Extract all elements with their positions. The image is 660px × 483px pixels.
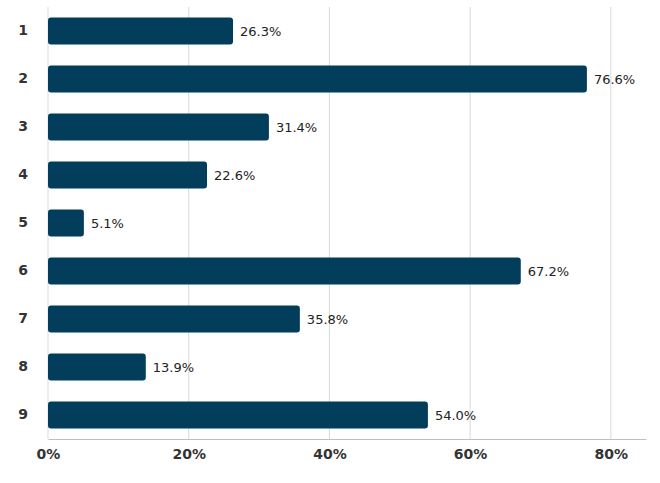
y-tick: 3 [18,118,48,134]
y-axis: 1 2 3 4 5 6 7 8 9 [18,22,48,422]
bar [48,210,84,237]
x-tick-label: 20% [172,446,206,462]
y-tick: 1 [18,22,48,38]
data-label: 54.0% [435,408,476,423]
x-tick-label: 80% [595,446,629,462]
x-tick: 20% [172,439,206,462]
bar [48,114,269,141]
bar [48,162,207,189]
y-tick-label: 1 [18,22,28,38]
data-label: 76.6% [594,72,635,87]
x-tick-label: 60% [454,446,488,462]
y-tick: 2 [18,70,48,86]
y-tick-label: 2 [18,70,28,86]
grid [48,7,611,439]
y-tick-label: 5 [18,214,28,230]
data-label: 67.2% [528,264,569,279]
y-tick-label: 6 [18,262,28,278]
y-tick: 7 [18,310,48,326]
y-tick-label: 8 [18,358,28,374]
bar [48,402,428,429]
x-tick: 0% [37,439,61,462]
data-label: 31.4% [276,120,317,135]
y-tick: 6 [18,262,48,278]
chart: 0% 20% 40% 60% 80% 1 2 3 4 5 6 7 8 9 26.3% 76.6% 31.4% 22… [0,0,660,483]
bars [48,18,587,429]
bar [48,18,233,45]
x-axis-line [49,439,647,440]
data-label: 5.1% [91,216,124,231]
bar [48,66,587,93]
x-tick: 40% [313,439,347,462]
y-tick: 5 [18,214,48,230]
data-label: 22.6% [214,168,255,183]
y-tick-label: 3 [18,118,28,134]
bar [48,306,300,333]
x-tick-label: 0% [37,446,61,462]
x-tick: 80% [595,439,629,462]
data-label: 35.8% [307,312,348,327]
y-tick: 9 [18,406,48,422]
data-label: 26.3% [240,24,281,39]
x-tick: 60% [454,439,488,462]
x-tick-label: 40% [313,446,347,462]
y-tick: 4 [18,166,48,182]
y-tick-label: 7 [18,310,28,326]
bar [48,258,521,285]
x-axis: 0% 20% 40% 60% 80% [37,439,647,462]
y-tick: 8 [18,358,48,374]
y-tick-label: 4 [18,166,28,182]
data-labels: 26.3% 76.6% 31.4% 22.6% 5.1% 67.2% 35.8% 13.9% 5… [91,24,635,423]
bar [48,354,146,381]
y-tick-label: 9 [18,406,28,422]
data-label: 13.9% [153,360,194,375]
